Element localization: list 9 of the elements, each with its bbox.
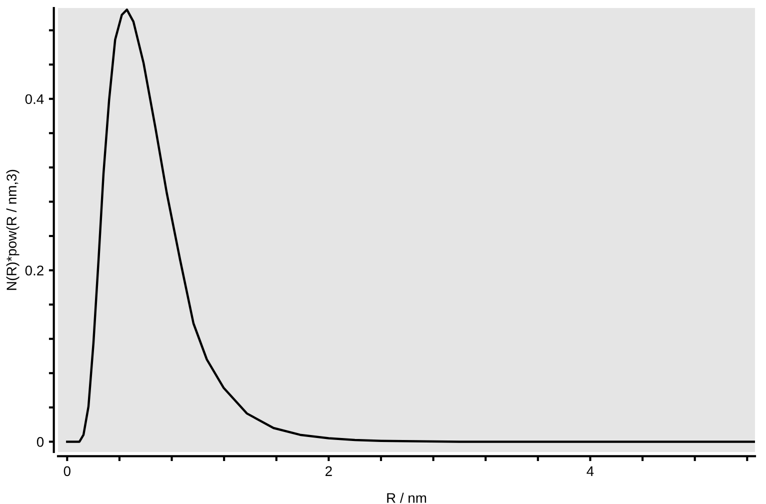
line-series: [66, 8, 755, 443]
x-tick-label: 0: [64, 466, 70, 476]
x-axis-title: R / nm: [387, 492, 426, 503]
x-tick-label: 4: [586, 466, 594, 476]
y-tick-label: 0.4: [25, 94, 44, 104]
y-tick-label: 0: [36, 437, 44, 447]
y-axis-title: N(R)*pow(R / nm,3): [6, 170, 20, 290]
x-tick-label: 2: [326, 466, 332, 476]
y-tick-label: 0.2: [25, 266, 44, 276]
